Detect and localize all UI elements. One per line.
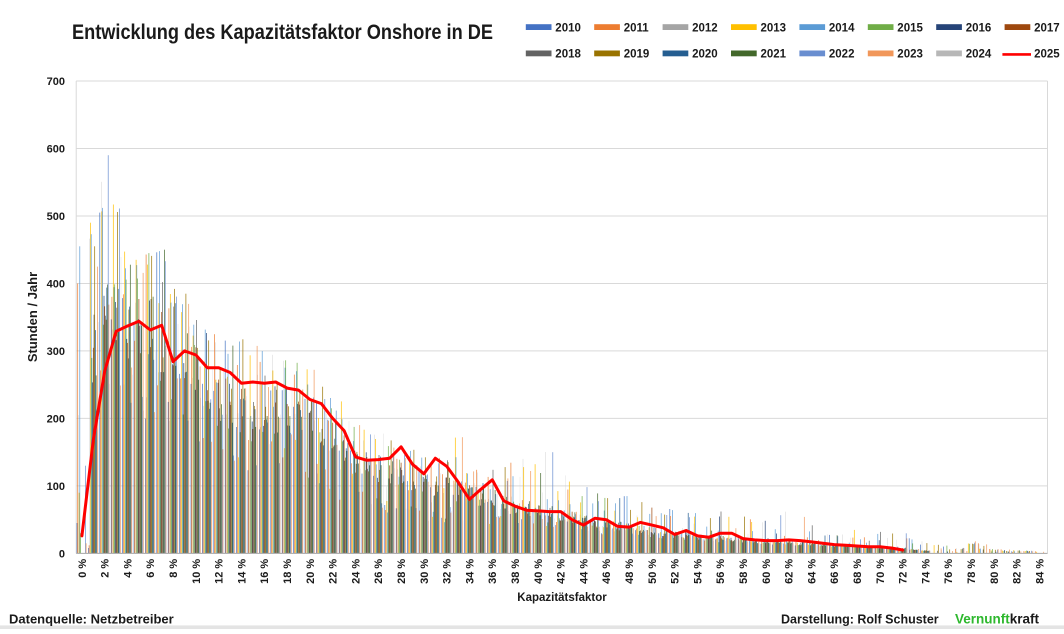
svg-text:2 %: 2 % [100, 559, 112, 578]
svg-text:34 %: 34 % [464, 559, 476, 584]
svg-text:500: 500 [47, 211, 65, 223]
svg-text:2013: 2013 [761, 22, 787, 34]
svg-text:600: 600 [47, 143, 65, 155]
svg-text:400: 400 [47, 278, 65, 290]
svg-text:10 %: 10 % [191, 559, 203, 584]
svg-text:2022: 2022 [829, 49, 855, 61]
svg-text:2017: 2017 [1034, 22, 1060, 34]
svg-text:12 %: 12 % [214, 559, 226, 584]
svg-text:2018: 2018 [555, 49, 581, 61]
svg-text:70 %: 70 % [875, 559, 887, 584]
svg-text:84 %: 84 % [1034, 559, 1046, 584]
svg-text:2015: 2015 [897, 22, 923, 34]
svg-text:38 %: 38 % [510, 559, 522, 584]
svg-text:4 %: 4 % [122, 559, 134, 578]
svg-text:16 %: 16 % [259, 559, 271, 584]
svg-text:24 %: 24 % [350, 559, 362, 584]
svg-text:56 %: 56 % [715, 559, 727, 584]
svg-text:30 %: 30 % [419, 559, 431, 584]
svg-text:50 %: 50 % [647, 559, 659, 584]
svg-text:26 %: 26 % [373, 559, 385, 584]
svg-text:2020: 2020 [692, 49, 718, 61]
svg-text:2014: 2014 [829, 22, 855, 34]
svg-text:64 %: 64 % [806, 559, 818, 584]
svg-text:74 %: 74 % [920, 559, 932, 584]
svg-text:100: 100 [47, 481, 65, 493]
svg-text:54 %: 54 % [692, 559, 704, 584]
svg-text:Entwicklung des Kapazitätsfakt: Entwicklung des Kapazitätsfaktor Onshore… [72, 20, 493, 44]
svg-text:2011: 2011 [624, 22, 650, 34]
svg-text:Datenquelle: Netzbetreiber: Datenquelle: Netzbetreiber [9, 612, 174, 627]
svg-text:48 %: 48 % [624, 559, 636, 584]
svg-text:2019: 2019 [624, 49, 650, 61]
svg-text:14 %: 14 % [236, 559, 248, 584]
svg-text:76 %: 76 % [943, 559, 955, 584]
svg-text:72 %: 72 % [898, 559, 910, 584]
svg-text:32 %: 32 % [442, 559, 454, 584]
svg-text:66 %: 66 % [829, 559, 841, 584]
svg-text:80 %: 80 % [989, 559, 1001, 584]
svg-text:2025: 2025 [1034, 49, 1060, 61]
svg-text:Kapazitätsfaktor: Kapazitätsfaktor [517, 592, 607, 604]
svg-text:8 %: 8 % [168, 559, 180, 578]
svg-text:700: 700 [47, 76, 65, 88]
svg-text:22 %: 22 % [328, 559, 340, 584]
svg-text:82 %: 82 % [1012, 559, 1024, 584]
svg-text:58 %: 58 % [738, 559, 750, 584]
svg-text:40 %: 40 % [533, 559, 545, 584]
svg-text:46 %: 46 % [601, 559, 613, 584]
svg-text:42 %: 42 % [556, 559, 568, 584]
svg-text:2010: 2010 [555, 22, 581, 34]
svg-text:6 %: 6 % [145, 559, 157, 578]
svg-text:Stunden / Jahr: Stunden / Jahr [25, 272, 40, 362]
svg-text:2012: 2012 [692, 22, 718, 34]
svg-text:62 %: 62 % [784, 559, 796, 584]
svg-text:2024: 2024 [966, 49, 992, 61]
svg-text:2023: 2023 [897, 49, 923, 61]
svg-text:2021: 2021 [761, 49, 787, 61]
svg-text:2016: 2016 [966, 22, 992, 34]
svg-text:Vernunftkraft: Vernunftkraft [955, 612, 1040, 627]
svg-text:0: 0 [59, 548, 65, 560]
svg-text:18 %: 18 % [282, 559, 294, 584]
svg-text:0 %: 0 % [77, 559, 89, 578]
svg-text:200: 200 [47, 413, 65, 425]
svg-text:300: 300 [47, 346, 65, 358]
svg-text:44 %: 44 % [578, 559, 590, 584]
svg-text:68 %: 68 % [852, 559, 864, 584]
svg-text:20 %: 20 % [305, 559, 317, 584]
svg-text:36 %: 36 % [487, 559, 499, 584]
svg-text:Darstellung: Rolf Schuster: Darstellung: Rolf Schuster [781, 613, 939, 627]
svg-text:28 %: 28 % [396, 559, 408, 584]
svg-text:60 %: 60 % [761, 559, 773, 584]
svg-text:78 %: 78 % [966, 559, 978, 584]
svg-text:52 %: 52 % [670, 559, 682, 584]
